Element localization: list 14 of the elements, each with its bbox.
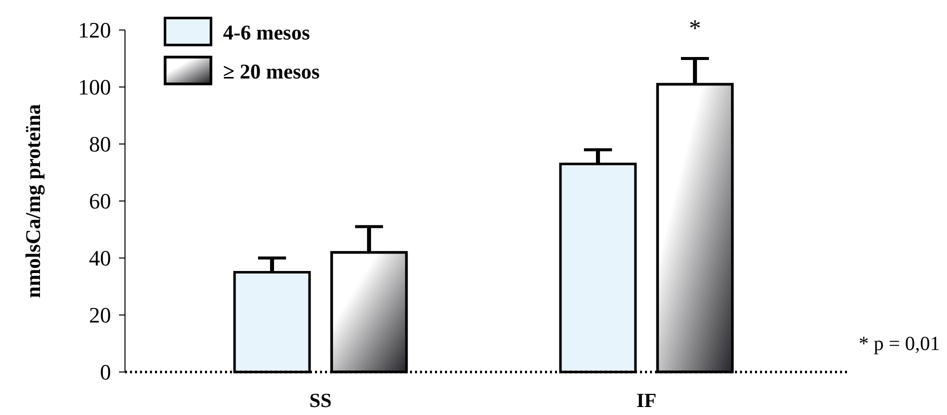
legend-label: 4-6 mesos <box>223 20 310 44</box>
legend-label: ≥ 20 mesos <box>223 59 320 84</box>
annotation: * <box>688 16 701 42</box>
y-tick-label: 0 <box>100 360 111 385</box>
y-tick-label: 20 <box>89 302 111 328</box>
text: * p = 0,01 <box>858 333 940 355</box>
y-axis-title: nmolsCa/mg proteïna <box>21 104 45 298</box>
y-tick-label: 80 <box>89 132 111 157</box>
y-tick-label: 40 <box>89 246 111 271</box>
y-tick-label: 100 <box>78 74 111 100</box>
y-tick-label: 120 <box>78 18 111 43</box>
x-tick-label: SS <box>309 390 332 412</box>
y-tick-label: 60 <box>89 188 111 214</box>
x-tick-label: IF <box>636 390 656 412</box>
